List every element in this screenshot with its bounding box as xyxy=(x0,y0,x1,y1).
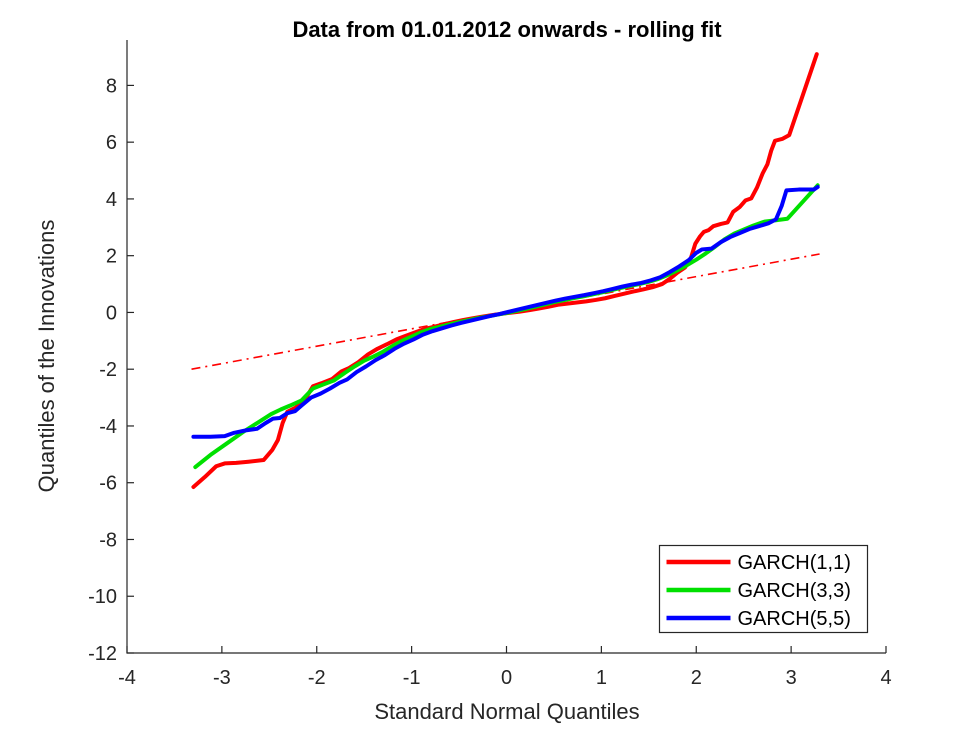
chart-title: Data from 01.01.2012 onwards - rolling f… xyxy=(292,17,722,42)
y-tick-label: 6 xyxy=(106,132,117,154)
series-line-3 xyxy=(191,185,820,439)
y-tick-label: -4 xyxy=(99,416,117,438)
y-tick-label: -2 xyxy=(99,359,117,381)
legend-item-label: GARCH(3,3) xyxy=(738,580,851,602)
x-tick-label: -4 xyxy=(118,667,136,689)
series-line-2 xyxy=(193,183,820,470)
x-tick-label: 4 xyxy=(880,667,891,689)
x-tick-label: 0 xyxy=(501,667,512,689)
y-tick-label: 2 xyxy=(106,246,117,268)
x-axis-label: Standard Normal Quantiles xyxy=(374,699,640,724)
y-tick-label: -8 xyxy=(99,529,117,551)
y-tick-label: 4 xyxy=(106,189,117,211)
x-tick-label: 3 xyxy=(786,667,797,689)
x-tick-label: -3 xyxy=(213,667,231,689)
y-tick-label: -10 xyxy=(88,586,117,608)
legend-item-label: GARCH(5,5) xyxy=(738,608,851,630)
x-tick-label: -2 xyxy=(308,667,326,689)
x-tick-label: 1 xyxy=(596,667,607,689)
x-tick-label: -1 xyxy=(403,667,421,689)
y-tick-label: -6 xyxy=(99,473,117,495)
y-tick-label: 0 xyxy=(106,302,117,324)
series-line-1 xyxy=(191,52,819,489)
legend-item-label: GARCH(1,1) xyxy=(738,552,851,574)
y-tick-label: -12 xyxy=(88,643,117,665)
y-tick-label: 8 xyxy=(106,75,117,97)
x-tick-label: 2 xyxy=(691,667,702,689)
